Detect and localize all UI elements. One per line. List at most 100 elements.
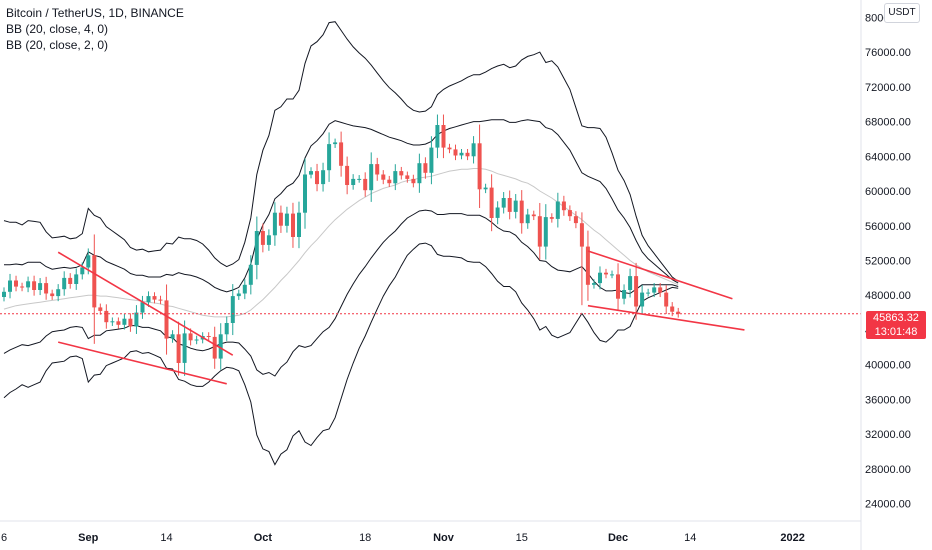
candle-body [369, 164, 374, 191]
y-tick-label: 68000.00 [865, 117, 911, 129]
candle-body [543, 217, 548, 247]
candle-body [26, 281, 31, 288]
candle-body [363, 178, 368, 191]
candle-body [8, 280, 12, 292]
candle-body [592, 283, 596, 285]
candle-body [399, 171, 404, 176]
candle-body [248, 264, 253, 285]
candle-body [453, 149, 458, 156]
candle-body [622, 290, 627, 299]
candle-body [652, 287, 657, 293]
chart-legend: Bitcoin / TetherUS, 1D, BINANCE BB (20, … [6, 5, 184, 53]
candle-body [170, 334, 175, 339]
candle-body [477, 143, 482, 190]
candle-body [387, 179, 392, 184]
candle-body [98, 307, 103, 311]
trendlines[interactable] [57, 250, 745, 385]
candle-body [86, 255, 91, 268]
candle-body [664, 292, 669, 307]
y-tick-label: 32000.00 [865, 429, 911, 441]
candle-body [260, 231, 265, 245]
candle-body [327, 144, 332, 171]
candle-body [507, 198, 512, 212]
candle-body [309, 171, 313, 175]
candle-body [471, 143, 476, 157]
candle-body [278, 212, 283, 226]
candle-body [634, 276, 639, 307]
candle-body [44, 283, 49, 294]
candle-body [417, 163, 422, 184]
candle-body [489, 187, 494, 218]
candle-body [146, 296, 151, 303]
candle-body [92, 255, 97, 308]
x-tick-label: Sep [78, 532, 98, 544]
candle-body [429, 147, 434, 173]
candle-body [80, 267, 85, 275]
y-tick-label: 24000.00 [865, 499, 911, 511]
candle-body [345, 165, 350, 185]
symbol-title[interactable]: Bitcoin / TetherUS, 1D, BINANCE [6, 6, 184, 20]
candle-body [272, 212, 277, 236]
y-axis[interactable]: 80000.0076000.0072000.0068000.0064000.00… [865, 12, 911, 510]
candle-body [297, 212, 301, 237]
trendline [57, 341, 227, 385]
last-price-value: 45863.32 [873, 312, 919, 324]
y-tick-label: 52000.00 [865, 256, 911, 268]
currency-button[interactable]: USDT [884, 3, 920, 23]
candle-body [513, 200, 518, 212]
candle-body [38, 283, 43, 290]
candle-body [441, 125, 446, 148]
candle-body [291, 213, 295, 237]
candle-body [128, 318, 133, 327]
y-tick-label: 36000.00 [865, 394, 911, 406]
x-tick-label: 6 [1, 532, 7, 544]
trendline [587, 250, 733, 300]
candle-body [640, 292, 645, 307]
x-axis[interactable]: 6 Sep 14 Oct 18 Nov 15 Dec 14 2022 [1, 532, 805, 544]
candle-body [604, 272, 608, 275]
candle-body [519, 200, 524, 224]
candle-body [50, 293, 55, 297]
x-tick-label: 2022 [780, 532, 804, 544]
indicator-label-bb4[interactable]: BB (20, close, 4, 0) [6, 22, 109, 36]
candle-body [339, 142, 344, 166]
candle-body [176, 334, 181, 363]
candle-body [266, 235, 271, 245]
candle-body [236, 293, 241, 297]
candle-body [585, 246, 590, 285]
candle-body [116, 321, 121, 325]
candle-body [628, 276, 633, 290]
indicator-label-bb2[interactable]: BB (20, close, 2, 0) [6, 38, 109, 52]
x-tick-label: 14 [684, 532, 696, 544]
candle-body [525, 214, 530, 224]
candle-body [393, 171, 398, 184]
y-tick-label: 56000.00 [865, 221, 911, 233]
candle-body [122, 318, 127, 325]
candle-body [483, 187, 488, 190]
candle-body [351, 178, 356, 185]
bollinger-bands [3, 21, 679, 466]
candle-body [495, 207, 500, 218]
candle-body [333, 142, 338, 145]
candle-body [598, 272, 602, 284]
candle-body [567, 210, 572, 217]
candle-body [164, 300, 169, 339]
candle-body [152, 296, 157, 300]
last-price-tag: 45863.32 13:01:48 [866, 311, 926, 339]
candle-body [212, 336, 217, 359]
candle-body [670, 306, 675, 312]
trendline [57, 251, 234, 356]
candle-body [616, 274, 620, 299]
x-tick-label: Dec [608, 532, 628, 544]
candle-body [74, 274, 79, 284]
candle-body [206, 336, 211, 337]
candle-body [110, 321, 115, 323]
candle-body [465, 152, 470, 157]
y-tick-label: 28000.00 [865, 464, 911, 476]
candle-body [381, 174, 386, 180]
x-tick-label: 15 [516, 532, 528, 544]
x-tick-label: 18 [359, 532, 371, 544]
candle-body [411, 178, 416, 184]
candle-body [315, 171, 319, 185]
